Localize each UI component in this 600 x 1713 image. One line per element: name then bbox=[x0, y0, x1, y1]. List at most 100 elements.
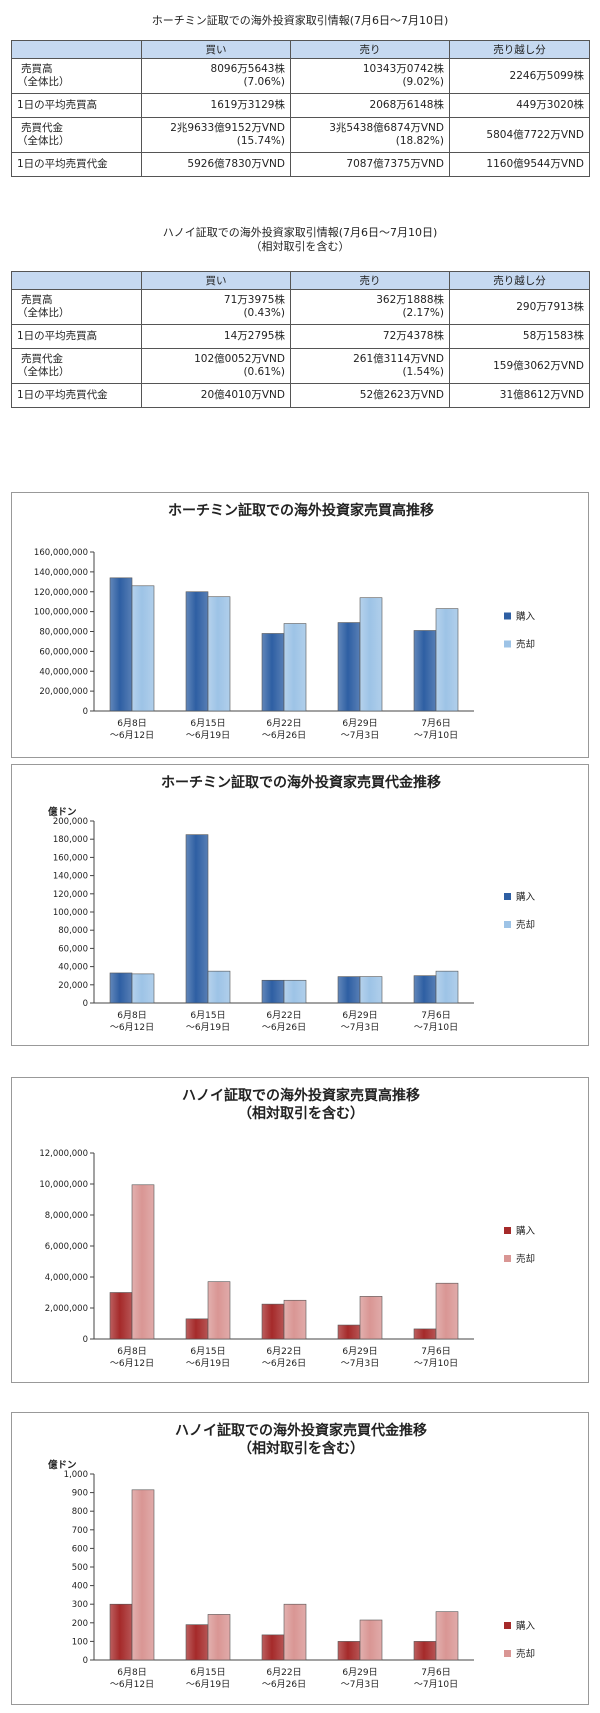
row-label-line: 1日の平均売買高 bbox=[17, 99, 98, 111]
header-buy: 買い bbox=[141, 271, 291, 290]
cell-net: 2246万5099株 bbox=[449, 58, 590, 94]
table-row: 売買高 （全体比） 71万3975株 (0.43%) 362万1888株 (2.17%) 2… bbox=[11, 289, 590, 325]
bar-sell bbox=[283, 1603, 307, 1661]
x-category-label: ～7月3日 bbox=[341, 1358, 379, 1369]
x-category-label: 6月22日 bbox=[266, 1667, 301, 1678]
cell-net-line: 58万1583株 bbox=[522, 330, 584, 342]
table-row: 売買高 （全体比） 8096万5643株 (7.06%) 10343万0742株 (9.0… bbox=[11, 58, 590, 94]
y-unit-label: 億ドン bbox=[48, 1459, 77, 1471]
chart-hn-value: ハノイ証取での海外投資家売買代金推移 （相対取引を含む） 億ドン 0 100 200 300… bbox=[11, 1412, 589, 1705]
table-header-row: 買い 売り 売り越し分 bbox=[11, 40, 590, 59]
x-category-label: ～6月19日 bbox=[186, 1022, 230, 1033]
bar-buy bbox=[413, 1328, 437, 1340]
legend-label: 売却 bbox=[516, 639, 535, 651]
y-tick-label: 300 bbox=[72, 1600, 88, 1610]
chart-title: ホーチミン証取での海外投資家売買代金推移 bbox=[161, 774, 441, 791]
cell-sell-line: 2068万6148株 bbox=[369, 99, 444, 111]
row-label: 1日の平均売買高 bbox=[11, 93, 142, 118]
cell-buy-line: 8096万5643株 bbox=[210, 63, 285, 75]
bar-buy bbox=[261, 1303, 285, 1340]
x-category-label: 6月15日 bbox=[190, 1346, 225, 1357]
legend-label: 購入 bbox=[516, 891, 536, 903]
cell-buy-line: (15.74%) bbox=[236, 135, 285, 147]
table-row: 1日の平均売買代金 5926億7830万VND 7087億7375万VND 1160億… bbox=[11, 152, 590, 177]
x-category-label: 6月29日 bbox=[342, 1346, 377, 1357]
bar-buy bbox=[337, 1324, 361, 1340]
cell-net-line: 5804億7722万VND bbox=[486, 128, 584, 141]
bar-sell bbox=[131, 1489, 155, 1661]
cell-sell-line: (9.02%) bbox=[402, 76, 444, 88]
bar-sell bbox=[359, 1619, 383, 1661]
bar-sell bbox=[131, 1184, 155, 1340]
y-tick-label: 140,000 bbox=[53, 872, 88, 882]
cell-sell: 72万4378株 bbox=[290, 324, 450, 349]
cell-sell-line: 52億2623万VND bbox=[359, 389, 444, 401]
legend-swatch bbox=[504, 1650, 511, 1657]
x-category-label: 6月29日 bbox=[342, 1667, 377, 1678]
y-tick-label: 140,000,000 bbox=[34, 568, 88, 578]
bar-buy bbox=[109, 1603, 133, 1661]
chart-title: （相対取引を含む） bbox=[238, 1105, 364, 1122]
x-category-label: 6月22日 bbox=[266, 1346, 301, 1357]
cell-sell: 261億3114万VND (1.54%) bbox=[290, 348, 450, 384]
x-category-label: 7月6日 bbox=[421, 1667, 450, 1678]
bar-sell bbox=[435, 608, 459, 712]
bar-buy bbox=[261, 1634, 285, 1661]
y-tick-label: 2,000,000 bbox=[45, 1304, 88, 1314]
row-label-line: （全体比） bbox=[17, 366, 70, 378]
cell-buy-line: 5926億7830万VND bbox=[187, 158, 285, 170]
y-unit-label: 億ドン bbox=[48, 806, 77, 818]
x-category-label: 6月29日 bbox=[342, 718, 377, 729]
y-tick-label: 12,000,000 bbox=[39, 1149, 88, 1159]
bar-buy bbox=[109, 577, 133, 712]
cell-buy-line: 2兆9633億9152万VND bbox=[170, 122, 285, 134]
bar-buy bbox=[185, 591, 209, 712]
chart-hcm-volume-svg: ホーチミン証取での海外投資家売買高推移 0 20,000,000 40,000,000… bbox=[34, 502, 536, 741]
table-row: 1日の平均売買高 1619万3129株 2068万6148株 449万3020株 bbox=[11, 93, 590, 118]
y-tick-label: 20,000,000 bbox=[39, 687, 88, 697]
cell-buy-line: (7.06%) bbox=[243, 76, 285, 88]
y-tick-label: 0 bbox=[83, 707, 88, 717]
y-tick-label: 200 bbox=[72, 1619, 88, 1629]
y-tick-label: 40,000 bbox=[58, 963, 88, 973]
cell-sell-line: (2.17%) bbox=[402, 307, 444, 319]
y-tick-label: 40,000,000 bbox=[39, 667, 88, 677]
legend-swatch bbox=[504, 640, 511, 648]
row-label: 売買高 （全体比） bbox=[11, 58, 142, 94]
y-tick-label: 900 bbox=[72, 1489, 88, 1499]
x-category-label: ～7月3日 bbox=[341, 1679, 379, 1690]
x-category-label: ～6月12日 bbox=[110, 730, 154, 741]
cell-buy-line: 1619万3129株 bbox=[210, 99, 285, 111]
cell-buy: 5926億7830万VND bbox=[141, 152, 291, 177]
bar-sell bbox=[207, 1281, 231, 1340]
x-category-label: 6月15日 bbox=[190, 1010, 225, 1021]
y-tick-label: 180,000 bbox=[53, 835, 88, 845]
y-tick-label: 160,000 bbox=[53, 853, 88, 863]
x-category-label: ～7月10日 bbox=[414, 1679, 458, 1690]
cell-buy: 1619万3129株 bbox=[141, 93, 291, 118]
chart-hn-volume-svg: ハノイ証取での海外投資家売買高推移（相対取引を含む） 0 2,000,000 4,00… bbox=[39, 1087, 535, 1369]
cell-net-line: 290万7913株 bbox=[516, 300, 584, 313]
bar-sell bbox=[435, 1282, 459, 1340]
bar-sell bbox=[131, 973, 155, 1004]
chart-title: ハノイ証取での海外投資家売買代金推移 bbox=[175, 1422, 427, 1439]
bar-buy bbox=[109, 972, 133, 1004]
bar-sell bbox=[435, 970, 459, 1004]
table-row: 1日の平均売買代金 20億4010万VND 52億2623万VND 31億8612万V… bbox=[11, 383, 590, 408]
cell-net-line: 1160億9544万VND bbox=[486, 158, 584, 170]
legend-swatch bbox=[504, 1227, 511, 1234]
cell-sell-line: 362万1888株 bbox=[376, 294, 444, 306]
table-row: 1日の平均売買高 14万2795株 72万4378株 58万1583株 bbox=[11, 324, 590, 349]
y-tick-label: 0 bbox=[83, 1656, 88, 1666]
cell-sell-line: 261億3114万VND bbox=[353, 353, 444, 365]
table-row: 売買代金 （全体比） 102億0052万VND (0.61%) 261億3114万VND… bbox=[11, 348, 590, 384]
x-category-label: ～7月3日 bbox=[341, 1022, 379, 1033]
y-tick-label: 200,000 bbox=[53, 817, 88, 827]
row-label-line: 1日の平均売買代金 bbox=[17, 158, 108, 170]
x-category-label: 6月8日 bbox=[117, 1346, 146, 1357]
cell-sell: 10343万0742株 (9.02%) bbox=[290, 58, 450, 94]
y-tick-label: 100,000 bbox=[53, 908, 88, 918]
legend-swatch bbox=[504, 921, 511, 928]
x-category-label: ～6月12日 bbox=[110, 1358, 154, 1369]
